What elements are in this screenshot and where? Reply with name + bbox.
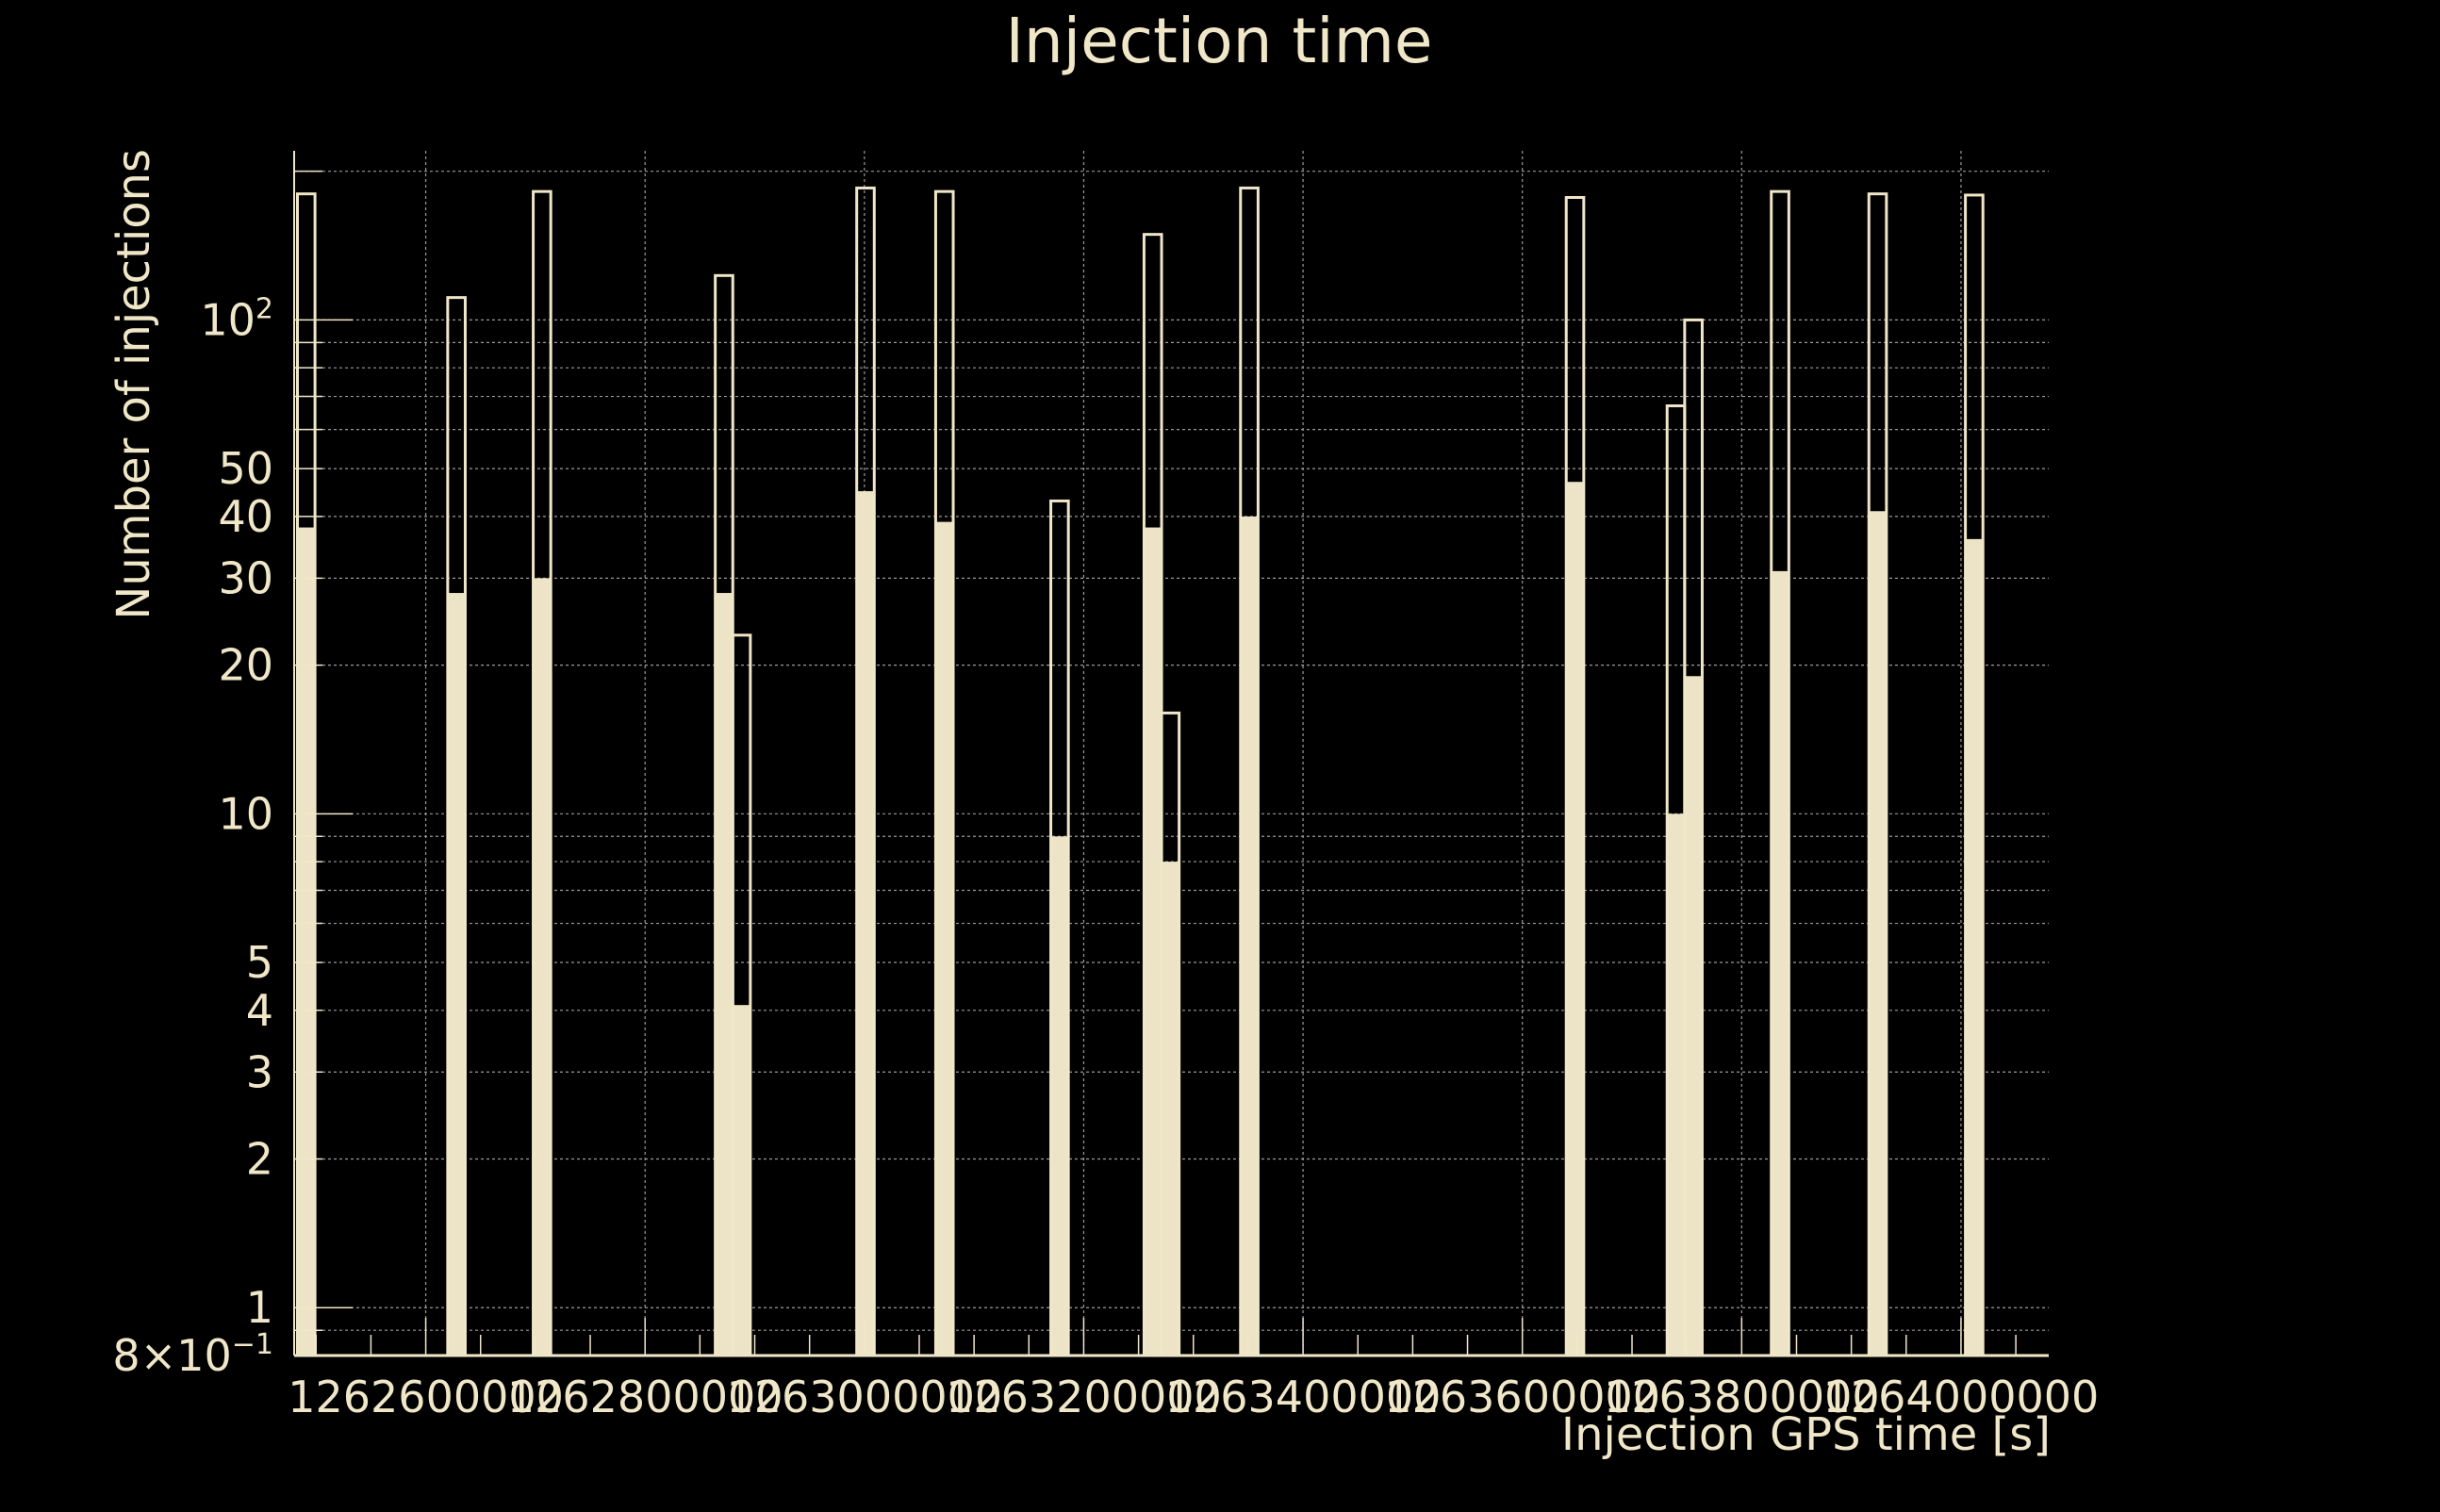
bar-filled bbox=[1965, 538, 1984, 1356]
y-tick-label: 4 bbox=[246, 985, 273, 1036]
y-tick-label: 40 bbox=[218, 491, 273, 542]
y-tick-label: 1 bbox=[246, 1282, 273, 1333]
bar-filled bbox=[1240, 516, 1259, 1356]
y-tick-label: 5 bbox=[246, 937, 273, 988]
y-tick-label: 10 bbox=[218, 788, 273, 839]
bar-filled bbox=[935, 521, 954, 1356]
bar-filled bbox=[856, 491, 875, 1356]
y-tick-label: 2 bbox=[246, 1134, 273, 1185]
y-tick-label: 30 bbox=[218, 552, 273, 603]
bar-filled bbox=[533, 578, 552, 1356]
y-axis-label: Number of injections bbox=[107, 149, 160, 620]
bar-filled bbox=[1050, 836, 1069, 1356]
bars-layer bbox=[295, 186, 1985, 1357]
bar-filled bbox=[1162, 862, 1179, 1356]
x-tick-label: 1263200000 bbox=[946, 1372, 1222, 1422]
bar-filled bbox=[447, 593, 466, 1356]
x-axis-label: Injection GPS time [s] bbox=[1561, 1408, 2051, 1461]
x-tick-label: 1263400000 bbox=[1165, 1372, 1442, 1422]
bar-filled bbox=[1771, 570, 1789, 1356]
y-tick-label: 20 bbox=[218, 640, 273, 691]
x-tick-label: 1263800000 bbox=[1604, 1372, 1880, 1422]
bar-filled bbox=[1566, 482, 1584, 1356]
bar-filled bbox=[1667, 814, 1685, 1356]
bar-filled bbox=[297, 527, 316, 1356]
x-tick-label: 1262800000 bbox=[507, 1372, 783, 1422]
y-tick-label: 50 bbox=[218, 443, 273, 494]
x-tick-label: 1262600000 bbox=[288, 1372, 564, 1422]
chart-title: Injection time bbox=[1005, 5, 1432, 77]
bar-filled bbox=[733, 1005, 750, 1356]
bar-filled bbox=[1144, 527, 1162, 1356]
x-tick-label: 1263600000 bbox=[1384, 1372, 1660, 1422]
y-tick-label: 3 bbox=[246, 1046, 273, 1097]
x-tick-label: 1264000000 bbox=[1823, 1372, 2100, 1422]
axes-layer bbox=[293, 151, 2049, 1357]
bar-filled bbox=[715, 593, 734, 1356]
x-tick-label: 1263000000 bbox=[726, 1372, 1002, 1422]
bar-filled bbox=[1869, 511, 1887, 1356]
bar-filled bbox=[1684, 676, 1703, 1356]
